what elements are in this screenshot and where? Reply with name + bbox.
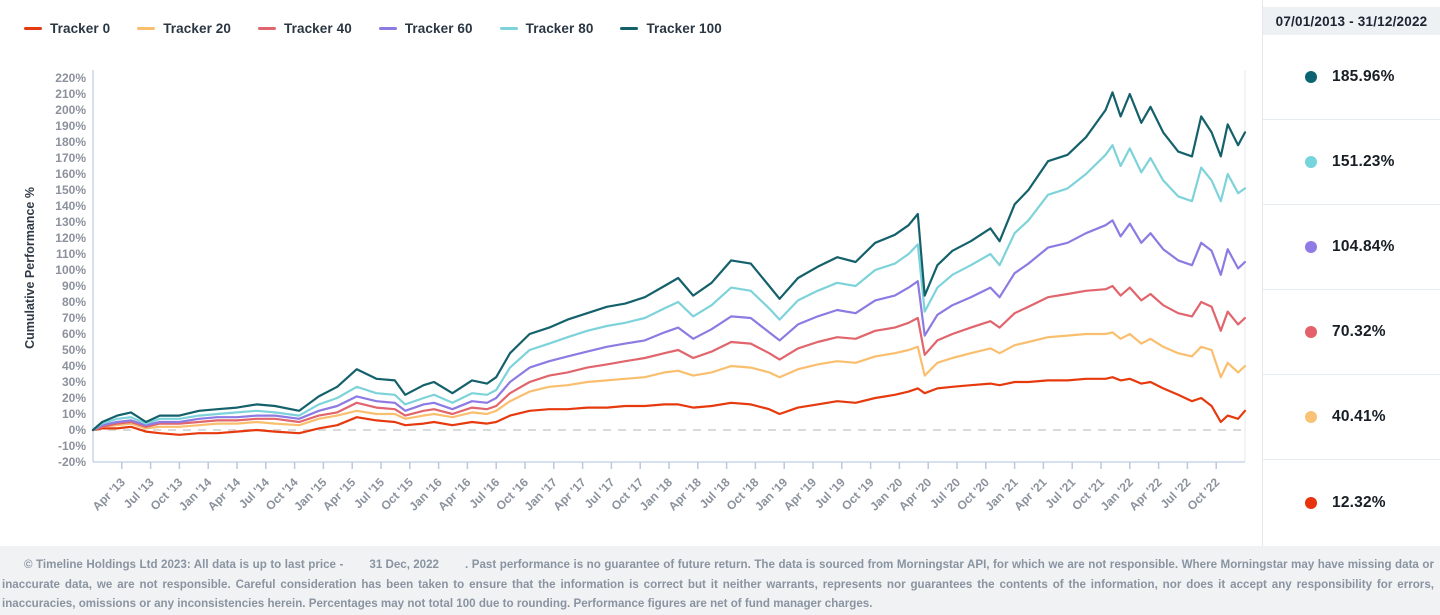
svg-text:80%: 80% — [62, 295, 86, 309]
chart-panel: Tracker 0 Tracker 20 Tracker 40 Tracker … — [23, 21, 1247, 514]
tracker-100-dot-icon — [1305, 71, 1317, 83]
stat-row-tracker-60: 104.84% — [1263, 205, 1440, 290]
tracker-60-dot-icon — [1305, 241, 1317, 253]
svg-text:10%: 10% — [62, 407, 86, 421]
svg-text:Apr '20: Apr '20 — [896, 475, 935, 514]
svg-text:200%: 200% — [55, 103, 86, 117]
svg-text:220%: 220% — [55, 71, 86, 85]
legend-label: Tracker 100 — [646, 21, 722, 36]
tracker-20-return: 40.41% — [1332, 408, 1386, 425]
tracker-100-swatch-icon — [620, 27, 639, 30]
legend-label: Tracker 60 — [404, 21, 473, 36]
legend-label: Tracker 0 — [50, 21, 111, 36]
stat-row-tracker-20: 40.41% — [1263, 375, 1440, 460]
svg-text:-10%: -10% — [58, 439, 86, 453]
disclaimer-prefix: © Timeline Holdings Ltd 2023: All data i… — [24, 558, 344, 571]
svg-text:120%: 120% — [55, 231, 86, 245]
svg-text:Oct '22: Oct '22 — [1184, 475, 1222, 513]
svg-text:60%: 60% — [62, 327, 86, 341]
stat-row-tracker-0: 12.32% — [1263, 460, 1440, 545]
legend-item-tracker-60[interactable]: Tracker 60 — [378, 21, 473, 36]
svg-text:210%: 210% — [55, 87, 86, 101]
svg-text:Apr '22: Apr '22 — [1126, 475, 1165, 514]
stat-row-tracker-100: 185.96% — [1263, 35, 1440, 120]
disclaimer-suffix: . Past performance is no guarantee of fu… — [2, 558, 1434, 610]
svg-text:180%: 180% — [55, 135, 86, 149]
cumulative-performance-chart: 220% 210% 200% 190% 180% 170% 160% 150% 140% 130%… — [23, 70, 1247, 514]
series-tracker-100 — [91, 91, 1247, 432]
svg-text:20%: 20% — [62, 391, 86, 405]
tracker-40-dot-icon — [1305, 326, 1317, 338]
legend-item-tracker-100[interactable]: Tracker 100 — [620, 21, 722, 36]
tracker-80-swatch-icon — [499, 27, 518, 30]
svg-text:70%: 70% — [62, 311, 86, 325]
svg-text:-20%: -20% — [58, 455, 86, 469]
date-range-header: 07/01/2013 - 31/12/2022 — [1263, 7, 1440, 35]
svg-text:30%: 30% — [62, 375, 86, 389]
y-axis-labels: 220% 210% 200% 190% 180% 170% 160% 150% 140% 130%… — [23, 71, 86, 469]
legend-item-tracker-0[interactable]: Tracker 0 — [24, 21, 110, 36]
period-stats-sidebar: 07/01/2013 - 31/12/2022 185.96% 151.23% … — [1262, 0, 1440, 546]
svg-text:160%: 160% — [55, 167, 86, 181]
svg-text:Apr '19: Apr '19 — [781, 475, 820, 514]
last-price-date: 31 Dec, 2022 — [369, 558, 439, 571]
tracker-80-dot-icon — [1305, 156, 1317, 168]
svg-text:150%: 150% — [55, 183, 86, 197]
y-axis-title: Cumulative Performance % — [23, 187, 37, 349]
legend-item-tracker-80[interactable]: Tracker 80 — [499, 21, 594, 36]
svg-text:50%: 50% — [62, 343, 86, 357]
tracker-40-swatch-icon — [258, 27, 277, 30]
svg-text:100%: 100% — [55, 263, 86, 277]
series-tracker-60 — [91, 219, 1247, 432]
tracker-0-dot-icon — [1305, 496, 1317, 509]
series-lines — [91, 91, 1247, 436]
stat-row-tracker-80: 151.23% — [1263, 120, 1440, 205]
series-tracker-40 — [91, 284, 1247, 432]
legend-label: Tracker 20 — [163, 21, 232, 36]
tracker-60-return: 104.84% — [1332, 238, 1395, 255]
tracker-80-return: 151.23% — [1332, 153, 1395, 170]
series-tracker-20 — [91, 331, 1247, 432]
svg-text:40%: 40% — [62, 359, 86, 373]
svg-text:190%: 190% — [55, 119, 86, 133]
tracker-100-return: 185.96% — [1332, 68, 1395, 85]
tracker-20-swatch-icon — [137, 27, 156, 30]
tracker-0-return: 12.32% — [1332, 493, 1386, 511]
svg-text:0%: 0% — [69, 423, 87, 437]
legend-label: Tracker 40 — [284, 21, 352, 36]
svg-text:Apr '13: Apr '13 — [90, 475, 129, 514]
svg-text:Apr '16: Apr '16 — [435, 475, 474, 514]
tracker-40-return: 70.32% — [1332, 323, 1386, 340]
svg-text:Apr '15: Apr '15 — [320, 475, 359, 514]
svg-text:110%: 110% — [56, 247, 86, 261]
svg-text:Apr '21: Apr '21 — [1011, 475, 1050, 514]
disclaimer-text: © Timeline Holdings Ltd 2023: All data i… — [0, 546, 1440, 615]
svg-text:Apr '18: Apr '18 — [666, 475, 705, 514]
axes — [92, 70, 1246, 463]
svg-text:Apr '17: Apr '17 — [550, 475, 589, 514]
tracker-0-swatch-icon — [24, 27, 42, 30]
legend-label: Tracker 80 — [525, 21, 594, 36]
svg-text:90%: 90% — [62, 279, 86, 293]
stat-row-tracker-40: 70.32% — [1263, 290, 1440, 375]
svg-text:130%: 130% — [55, 215, 86, 229]
series-tracker-80 — [91, 144, 1247, 432]
chart-legend: Tracker 0 Tracker 20 Tracker 40 Tracker … — [24, 21, 722, 36]
series-tracker-0 — [91, 376, 1247, 436]
tracker-60-swatch-icon — [378, 27, 397, 30]
svg-text:Apr '14: Apr '14 — [205, 475, 244, 514]
svg-text:140%: 140% — [55, 199, 86, 213]
legend-item-tracker-20[interactable]: Tracker 20 — [137, 21, 231, 36]
svg-text:170%: 170% — [55, 151, 86, 165]
legend-item-tracker-40[interactable]: Tracker 40 — [258, 21, 352, 36]
tracker-20-dot-icon — [1305, 411, 1317, 423]
